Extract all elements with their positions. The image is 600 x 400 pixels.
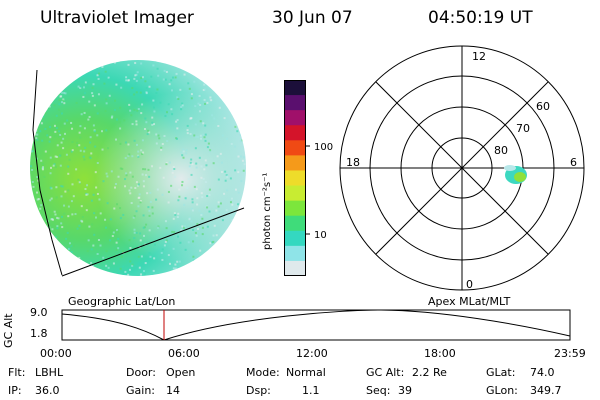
mlt-label-12: 12: [472, 50, 486, 63]
y-tick-top: 9.0: [30, 306, 48, 319]
glon-value: 349.7: [530, 384, 562, 397]
gc-alt-axis-title: GC Alt: [2, 313, 15, 348]
ip-value: 36.0: [35, 384, 60, 397]
dsp-value: 1.1: [302, 384, 320, 397]
glon-label: GLon:: [486, 384, 518, 397]
mlt-label-18: 18: [346, 156, 360, 169]
polar-plot: 12 18 6 0 60 70 80: [339, 45, 585, 291]
x-tick-1200: 12:00: [296, 347, 328, 360]
time-label: 04:50:19 UT: [428, 8, 533, 28]
seq-label: Seq:: [366, 384, 391, 397]
mlt-label-6: 6: [570, 156, 577, 169]
filter-value: LBHL: [35, 366, 64, 379]
colorbar-segment: [284, 185, 306, 202]
gc-alt-label: GC Alt:: [366, 366, 405, 379]
colorbar-segment: [284, 245, 306, 262]
mlt-label-0: 0: [466, 278, 473, 291]
colorbar-segment: [284, 80, 306, 96]
x-tick-2359: 23:59: [554, 347, 586, 360]
gain-label: Gain:: [126, 384, 155, 397]
geo-coord-title: Geographic Lat/Lon: [68, 295, 176, 308]
gc-alt-value: 2.2 Re: [412, 366, 447, 379]
y-tick-bottom: 1.8: [30, 327, 48, 340]
lat-label-70: 70: [516, 122, 530, 135]
mode-value: Normal: [286, 366, 326, 379]
terminator-line: [61, 207, 245, 277]
orbit-timeline: [61, 309, 571, 341]
date-label: 30 Jun 07: [272, 8, 353, 28]
seq-value: 39: [398, 384, 412, 397]
glat-label: GLat:: [486, 366, 516, 379]
colorbar-tick-10: 10: [314, 230, 327, 241]
filter-label: Flt:: [8, 366, 26, 379]
door-label: Door:: [126, 366, 156, 379]
limb-line: [32, 69, 63, 276]
apex-coord-title: Apex MLat/MLT: [428, 295, 511, 308]
lat-label-80: 80: [494, 144, 508, 157]
earth-disc: [30, 60, 246, 276]
colorbar-segment: [284, 95, 306, 111]
dsp-label: Dsp:: [246, 384, 271, 397]
colorbar-segment: [284, 230, 306, 247]
colorbar-unit-label: photon cm⁻²s⁻¹: [262, 172, 273, 250]
x-tick-0000: 00:00: [40, 347, 72, 360]
door-value: Open: [166, 366, 196, 379]
colorbar-tick-100: 100: [314, 142, 333, 153]
colorbar-segment: [284, 260, 306, 277]
gain-value: 14: [166, 384, 180, 397]
app-title: Ultraviolet Imager: [40, 8, 194, 28]
ip-label: IP:: [8, 384, 22, 397]
colorbar-segment: [284, 125, 306, 141]
mode-label: Mode:: [246, 366, 280, 379]
colorbar-segment: [284, 140, 306, 156]
colorbar-segment: [284, 215, 306, 232]
colorbar-segment: [284, 155, 306, 171]
colorbar-segment: [284, 110, 306, 126]
colorbar-segment: [284, 200, 306, 217]
glat-value: 74.0: [530, 366, 555, 379]
x-tick-1800: 18:00: [424, 347, 456, 360]
aurora-spot: [504, 165, 527, 184]
lat-label-60: 60: [536, 100, 550, 113]
x-tick-0600: 06:00: [168, 347, 200, 360]
colorbar: [284, 80, 306, 277]
colorbar-segment: [284, 170, 306, 187]
